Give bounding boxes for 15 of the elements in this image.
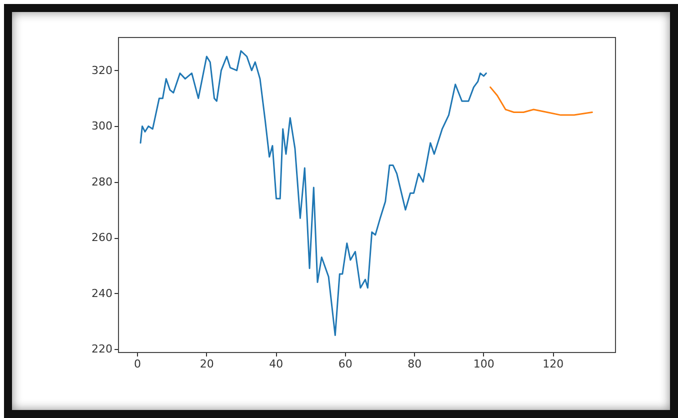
y-tick-label: 220 — [92, 342, 112, 356]
y-tick-label: 320 — [92, 64, 112, 77]
x-tick-label: 80 — [408, 358, 422, 370]
x-tick-label: 0 — [134, 358, 142, 370]
x-tick-label: 20 — [200, 358, 214, 370]
line-series — [490, 86, 593, 116]
x-tick-label: 100 — [473, 358, 494, 370]
x-tick-label: 40 — [269, 358, 284, 370]
y-tick-label: 260 — [92, 231, 112, 244]
x-tick-label: 120 — [542, 358, 564, 370]
y-tick-label: 240 — [92, 286, 112, 300]
line-series — [140, 50, 487, 336]
x-tick-label: 60 — [338, 358, 352, 370]
y-tick-label: 300 — [92, 120, 112, 133]
y-tick-label: 280 — [92, 175, 112, 188]
